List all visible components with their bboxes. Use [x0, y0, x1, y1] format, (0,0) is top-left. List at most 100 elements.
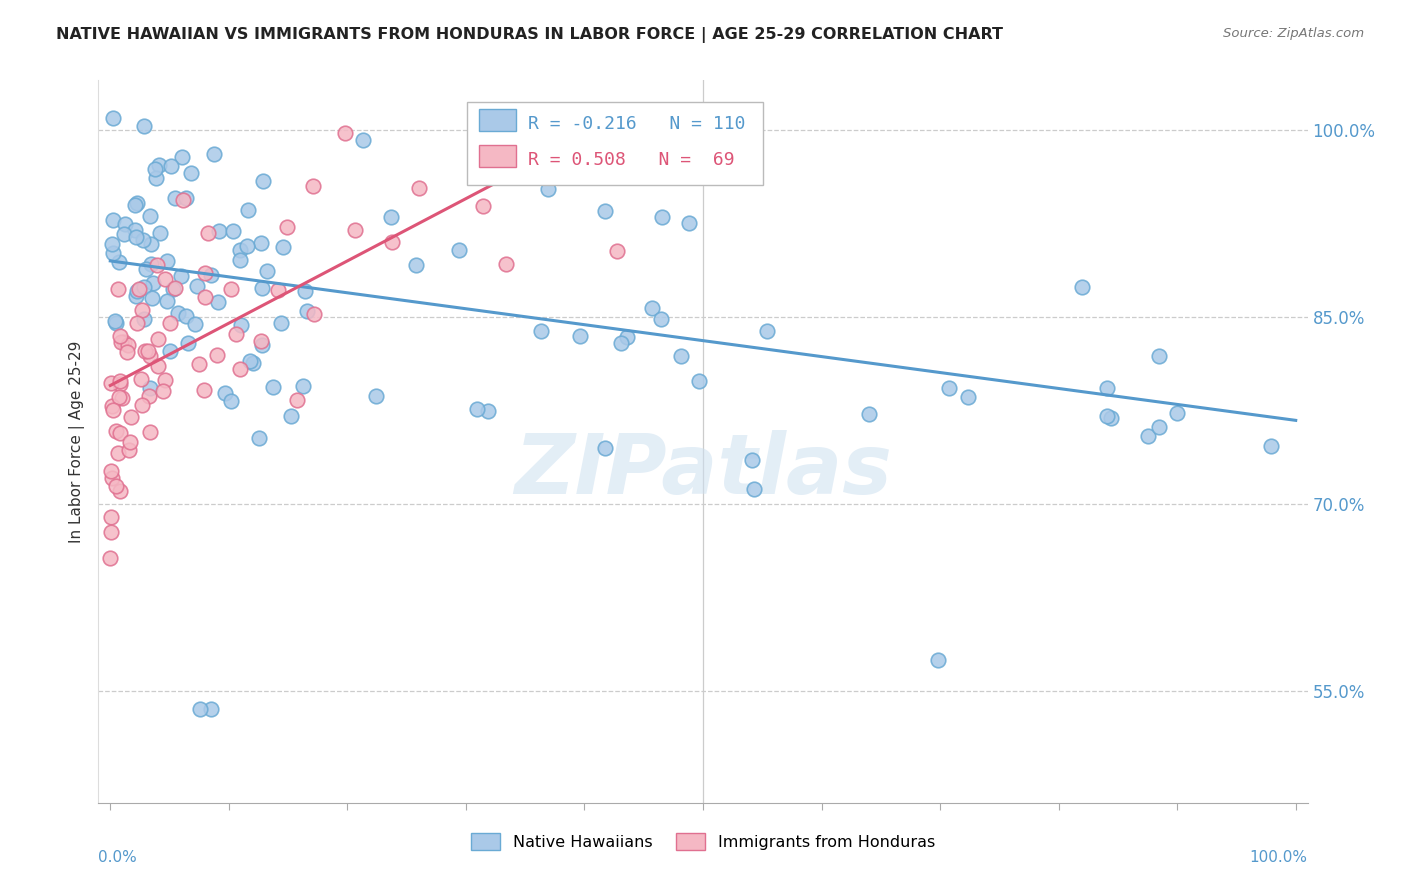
Point — [139, 381, 162, 395]
FancyBboxPatch shape — [467, 102, 763, 185]
Point — [103, 245, 125, 260]
Point — [124, 223, 146, 237]
Point — [159, 343, 181, 358]
Point — [472, 199, 495, 213]
Point — [194, 290, 217, 304]
Point — [120, 435, 142, 450]
Point — [755, 324, 778, 338]
Point — [118, 442, 141, 457]
Point — [111, 392, 134, 406]
Point — [165, 191, 187, 205]
Point — [103, 213, 125, 227]
Point — [200, 268, 222, 283]
Point — [249, 236, 271, 251]
Point — [593, 441, 616, 455]
Point — [252, 174, 274, 188]
Point — [927, 652, 949, 666]
Point — [163, 281, 186, 295]
Text: NATIVE HAWAIIAN VS IMMIGRANTS FROM HONDURAS IN LABOR FORCE | AGE 25-29 CORRELATI: NATIVE HAWAIIAN VS IMMIGRANTS FROM HONDU… — [56, 27, 1004, 43]
Point — [938, 381, 960, 395]
Point — [229, 362, 252, 376]
Point — [186, 279, 208, 293]
Text: 100.0%: 100.0% — [1250, 850, 1308, 864]
Point — [134, 120, 156, 134]
Point — [650, 311, 672, 326]
Point — [197, 226, 219, 240]
Point — [270, 316, 292, 330]
Point — [242, 356, 264, 370]
Point — [180, 166, 202, 180]
Point — [156, 293, 179, 308]
Point — [741, 453, 763, 467]
Point — [176, 336, 198, 351]
Point — [127, 316, 149, 330]
Point — [858, 407, 880, 421]
Point — [537, 182, 560, 196]
Point — [170, 268, 193, 283]
Point — [610, 112, 633, 126]
Point — [149, 226, 172, 240]
Point — [146, 332, 169, 346]
Point — [302, 179, 325, 194]
Point — [236, 202, 259, 217]
Point — [100, 464, 122, 478]
Point — [104, 314, 127, 328]
Point — [467, 401, 489, 416]
Point — [112, 227, 135, 242]
Point — [105, 479, 128, 493]
Point — [131, 302, 153, 317]
Text: ZIPatlas: ZIPatlas — [515, 430, 891, 511]
Point — [128, 282, 150, 296]
Point — [606, 244, 628, 258]
Point — [529, 324, 551, 338]
Point — [101, 400, 124, 414]
Point — [194, 266, 217, 280]
Point — [138, 389, 160, 403]
Point — [108, 376, 131, 391]
Point — [159, 316, 181, 330]
Point — [1095, 409, 1118, 423]
Text: R = 0.508   N =  69: R = 0.508 N = 69 — [527, 151, 734, 169]
Point — [131, 398, 153, 412]
Point — [139, 425, 162, 439]
Point — [569, 329, 592, 343]
Point — [193, 383, 215, 397]
Point — [1147, 420, 1170, 434]
Point — [641, 301, 664, 315]
Point — [616, 330, 638, 344]
Point — [146, 258, 169, 272]
Point — [160, 159, 183, 173]
Point — [108, 374, 131, 388]
Point — [229, 244, 252, 258]
Point — [405, 258, 427, 272]
Point — [167, 306, 190, 320]
Point — [333, 126, 356, 140]
Point — [408, 181, 430, 195]
Point — [134, 344, 156, 359]
Point — [162, 282, 184, 296]
Point — [148, 359, 170, 373]
Point — [141, 291, 163, 305]
Point — [225, 326, 247, 341]
Point — [145, 171, 167, 186]
Text: Source: ZipAtlas.com: Source: ZipAtlas.com — [1223, 27, 1364, 40]
Legend: Native Hawaiians, Immigrants from Honduras: Native Hawaiians, Immigrants from Hondur… — [464, 827, 942, 856]
Point — [678, 216, 700, 230]
Point — [103, 403, 125, 417]
Point — [100, 471, 122, 485]
Point — [172, 193, 194, 207]
Point — [477, 404, 499, 418]
Point — [207, 294, 229, 309]
Point — [239, 353, 262, 368]
Point — [139, 236, 162, 251]
Point — [132, 312, 155, 326]
Point — [1095, 381, 1118, 395]
Point — [1099, 411, 1122, 425]
Point — [124, 230, 146, 244]
Point — [107, 446, 129, 460]
Point — [184, 317, 207, 331]
Point — [231, 318, 253, 332]
Point — [294, 284, 316, 298]
Point — [139, 257, 162, 271]
Point — [219, 393, 242, 408]
